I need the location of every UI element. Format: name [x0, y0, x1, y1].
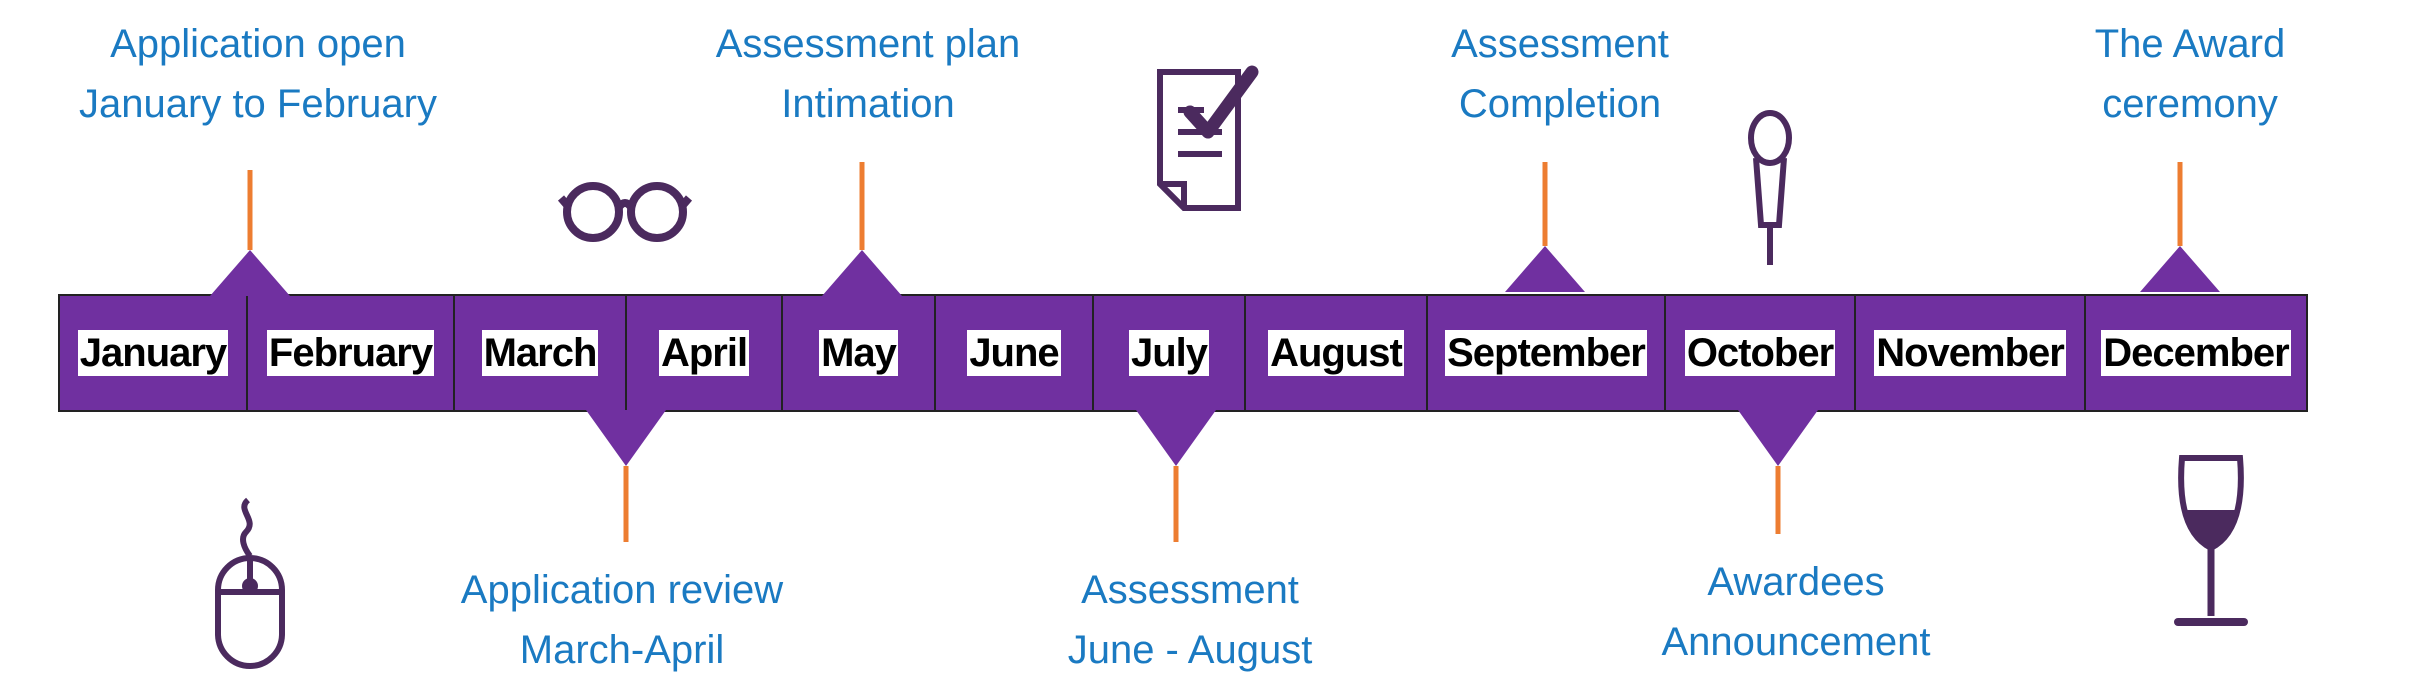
milestone-subtitle: Announcement: [1661, 620, 1931, 664]
checklist-document-icon: [1157, 65, 1259, 211]
milestone-award-ceremony: The Award ceremony: [2095, 14, 2286, 134]
month-label: August: [1268, 330, 1404, 376]
microphone-icon: [1748, 110, 1792, 265]
milestone-assessment-completion: Assessment Completion: [1451, 14, 1669, 134]
milestone-subtitle: ceremony: [2102, 82, 2278, 126]
milestone-subtitle: Completion: [1458, 82, 1662, 126]
month-label: May: [819, 330, 898, 376]
pointer-award-ceremony: [2140, 162, 2220, 292]
pointer-awardees: [1738, 410, 1818, 534]
milestone-title: Awardees: [1707, 560, 1885, 604]
month-cell: January: [60, 296, 248, 410]
milestone-subtitle: March-April: [519, 628, 725, 672]
month-label: October: [1684, 330, 1836, 376]
milestone-application-open: Application open January to February: [79, 14, 437, 134]
milestone-subtitle: June - August: [1067, 628, 1313, 672]
month-label: June: [967, 330, 1061, 376]
month-cell: November: [1856, 296, 2086, 410]
milestone-assessment-plan: Assessment plan Intimation: [716, 14, 1021, 134]
month-label: January: [77, 330, 229, 376]
month-cell: April: [627, 296, 783, 410]
month-label: February: [266, 330, 435, 376]
milestone-title: Assessment: [1451, 22, 1669, 66]
glasses-icon: [557, 182, 693, 242]
month-cell: March: [455, 296, 627, 410]
pointer-application-open: [210, 170, 290, 296]
month-cell: October: [1666, 296, 1856, 410]
month-label: November: [1874, 330, 2066, 376]
month-label: March: [481, 330, 599, 376]
pointer-assessment: [1136, 410, 1216, 542]
milestone-subtitle: January to February: [79, 82, 437, 126]
month-label: September: [1445, 330, 1647, 376]
milestone-title: Application review: [460, 568, 784, 612]
month-cell: December: [2086, 296, 2306, 410]
milestone-assessment: Assessment June - August: [1068, 560, 1313, 680]
month-bar: January February March April May June Ju…: [58, 294, 2308, 412]
month-cell: September: [1428, 296, 1666, 410]
wine-glass-icon: [2174, 455, 2248, 626]
pointer-assessment-plan: [822, 162, 902, 296]
computer-mouse-icon: [215, 497, 285, 669]
month-label: April: [658, 330, 750, 376]
month-cell: July: [1094, 296, 1246, 410]
milestone-application-review: Application review March-April: [461, 560, 783, 680]
pointer-application-review: [586, 410, 666, 542]
milestone-title: Assessment plan: [715, 22, 1021, 66]
month-label: December: [2101, 330, 2291, 376]
milestone-awardees: Awardees Announcement: [1661, 552, 1930, 672]
month-cell: August: [1246, 296, 1428, 410]
month-cell: February: [248, 296, 455, 410]
month-cell: May: [783, 296, 936, 410]
milestone-subtitle: Intimation: [781, 82, 955, 126]
milestone-title: Application open: [110, 22, 406, 66]
milestone-title: Assessment: [1081, 568, 1299, 612]
pointer-assessment-completion: [1505, 162, 1585, 292]
milestone-title: The Award: [2094, 22, 2286, 66]
month-label: July: [1128, 330, 1210, 376]
month-cell: June: [936, 296, 1094, 410]
